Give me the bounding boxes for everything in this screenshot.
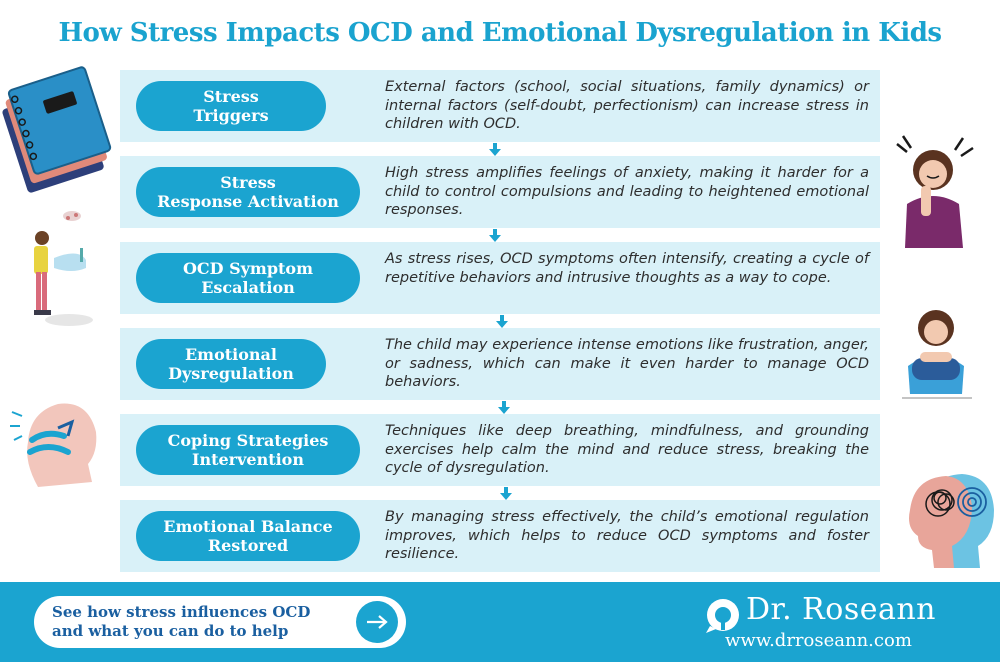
down-arrow-icon (496, 315, 508, 328)
brand-url[interactable]: www.drroseann.com (725, 630, 912, 651)
step-description: As stress rises, OCD symptoms often inte… (385, 251, 869, 286)
two-heads-illustration (909, 474, 994, 568)
step-ocd-symptom-escalation: OCD Symptom Escalation As stress rises, … (120, 242, 880, 314)
step-stress-triggers: Stress Triggers External factors (school… (120, 70, 880, 142)
handwashing-child-illustration (34, 211, 93, 326)
arrow-right-icon[interactable] (356, 601, 398, 643)
step-label: Stress Response Activation (136, 167, 360, 217)
page-title: How Stress Impacts OCD and Emotional Dys… (58, 18, 942, 48)
footer: See how stress influences OCD and what y… (0, 582, 1000, 662)
step-coping-strategies-intervention: Coping Strategies Intervention Technique… (120, 414, 880, 486)
step-description: By managing stress effectively, the chil… (385, 509, 869, 562)
step-description: The child may experience intense emotion… (385, 337, 869, 390)
brand-logo-icon (706, 599, 739, 633)
stressed-child-illustration (896, 135, 974, 248)
step-label: Emotional Balance Restored (136, 511, 360, 561)
step-label: Coping Strategies Intervention (136, 425, 360, 475)
step-description: High stress amplifies feelings of anxiet… (385, 165, 869, 218)
cta-button[interactable]: See how stress influences OCD and what y… (34, 596, 406, 648)
step-label: OCD Symptom Escalation (136, 253, 360, 303)
down-arrow-icon (500, 487, 512, 500)
step-emotional-balance-restored: Emotional Balance Restored By managing s… (120, 500, 880, 572)
step-emotional-dysregulation: Emotional Dysregulation The child may ex… (120, 328, 880, 400)
step-description: External factors (school, social situati… (385, 79, 869, 132)
down-arrow-icon (498, 401, 510, 414)
step-description: Techniques like deep breathing, mindfuln… (385, 423, 869, 476)
cta-text: See how stress influences OCD and what y… (52, 603, 311, 640)
down-arrow-icon (489, 229, 501, 242)
brand-name: Dr. Roseann (746, 592, 936, 627)
down-arrow-icon (489, 143, 501, 156)
step-stress-response-activation: Stress Response Activation High stress a… (120, 156, 880, 228)
sad-child-illustration (902, 310, 972, 399)
notebooks-illustration (2, 66, 112, 193)
step-label: Stress Triggers (136, 81, 326, 131)
head-breathing-illustration (10, 403, 97, 487)
step-label: Emotional Dysregulation (136, 339, 326, 389)
